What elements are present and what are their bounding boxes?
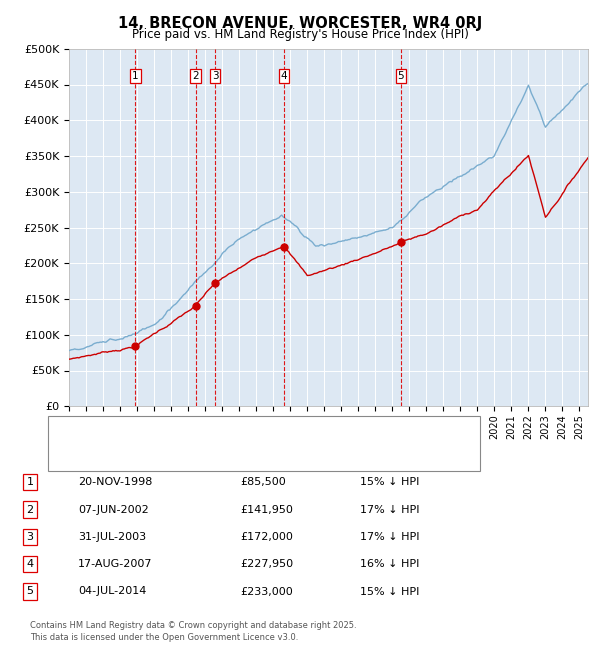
Text: Contains HM Land Registry data © Crown copyright and database right 2025.: Contains HM Land Registry data © Crown c… — [30, 621, 356, 630]
Text: £141,950: £141,950 — [240, 504, 293, 515]
Text: £85,500: £85,500 — [240, 477, 286, 488]
Text: 1: 1 — [132, 71, 139, 81]
Text: 17% ↓ HPI: 17% ↓ HPI — [360, 504, 419, 515]
Text: 1: 1 — [26, 477, 34, 488]
Text: 16% ↓ HPI: 16% ↓ HPI — [360, 559, 419, 569]
Text: 2: 2 — [26, 504, 34, 515]
Text: £172,000: £172,000 — [240, 532, 293, 542]
Text: 20-NOV-1998: 20-NOV-1998 — [78, 477, 152, 488]
Text: 14, BRECON AVENUE, WORCESTER, WR4 0RJ (detached house): 14, BRECON AVENUE, WORCESTER, WR4 0RJ (d… — [93, 426, 419, 436]
Text: 04-JUL-2014: 04-JUL-2014 — [78, 586, 146, 597]
Text: HPI: Average price, detached house, Worcester: HPI: Average price, detached house, Worc… — [93, 451, 338, 461]
Text: 2: 2 — [192, 71, 199, 81]
Text: 5: 5 — [398, 71, 404, 81]
Text: £233,000: £233,000 — [240, 586, 293, 597]
Text: 15% ↓ HPI: 15% ↓ HPI — [360, 586, 419, 597]
Text: This data is licensed under the Open Government Licence v3.0.: This data is licensed under the Open Gov… — [30, 632, 298, 642]
Text: 15% ↓ HPI: 15% ↓ HPI — [360, 477, 419, 488]
Text: 4: 4 — [281, 71, 287, 81]
Text: 4: 4 — [26, 559, 34, 569]
Text: £227,950: £227,950 — [240, 559, 293, 569]
Text: 31-JUL-2003: 31-JUL-2003 — [78, 532, 146, 542]
Text: 17% ↓ HPI: 17% ↓ HPI — [360, 532, 419, 542]
Text: 14, BRECON AVENUE, WORCESTER, WR4 0RJ: 14, BRECON AVENUE, WORCESTER, WR4 0RJ — [118, 16, 482, 31]
Text: 07-JUN-2002: 07-JUN-2002 — [78, 504, 149, 515]
Text: 3: 3 — [212, 71, 218, 81]
Text: Price paid vs. HM Land Registry's House Price Index (HPI): Price paid vs. HM Land Registry's House … — [131, 28, 469, 41]
Text: 5: 5 — [26, 586, 34, 597]
Text: 17-AUG-2007: 17-AUG-2007 — [78, 559, 152, 569]
Text: 3: 3 — [26, 532, 34, 542]
